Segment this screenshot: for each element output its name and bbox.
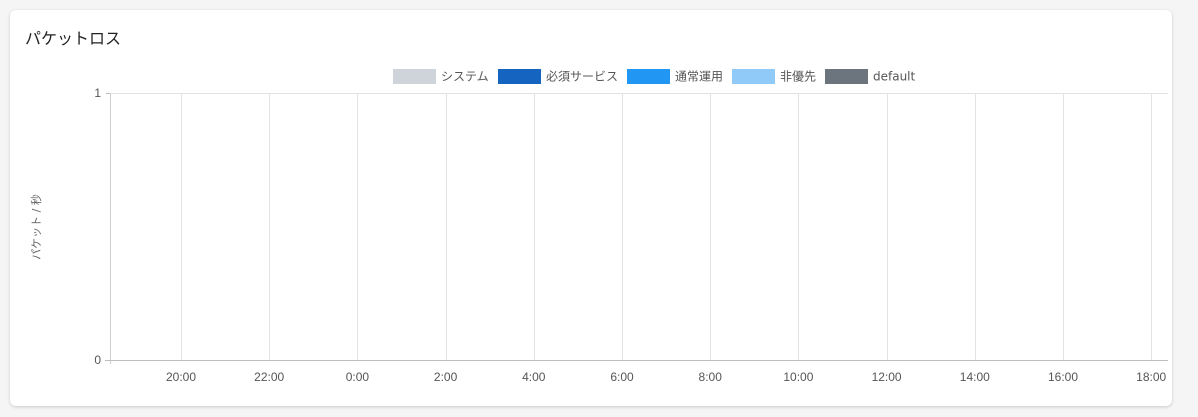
- legend-item[interactable]: 非優先: [732, 69, 816, 84]
- chart-legend[interactable]: システム 必須サービス 通常運用 非優先 default: [393, 69, 916, 84]
- legend-label: default: [873, 70, 916, 84]
- legend-item[interactable]: default: [825, 69, 916, 84]
- y-tick-label: 1: [94, 86, 101, 100]
- x-tick-label: 10:00: [783, 370, 813, 384]
- legend-swatch: [732, 69, 776, 84]
- x-tick-label: 6:00: [610, 370, 634, 384]
- legend-swatch: [627, 69, 671, 84]
- x-tick-label: 16:00: [1048, 370, 1078, 384]
- x-tick-label: 0:00: [346, 370, 370, 384]
- x-tick-label: 12:00: [872, 370, 902, 384]
- legend-item[interactable]: 必須サービス: [498, 69, 618, 84]
- y-tick-label: 0: [94, 353, 101, 367]
- legend-swatch: [825, 69, 869, 84]
- chart-grid: [110, 93, 1168, 360]
- legend-label: 必須サービス: [546, 70, 618, 84]
- x-axis-ticks: 20:00 22:00 0:00 2:00 4:00 6:00 8:00 10:00 12:00…: [166, 370, 1167, 384]
- legend-swatch: [393, 69, 436, 84]
- x-tick-label: 18:00: [1136, 370, 1166, 384]
- packet-loss-card: パケットロス: [10, 10, 1172, 406]
- x-tick-label: 2:00: [434, 370, 458, 384]
- y-axis-ticks: 01: [94, 86, 110, 367]
- y-axis-title: パケット / 秒: [29, 194, 43, 260]
- legend-item[interactable]: システム: [393, 69, 489, 84]
- x-tick-label: 8:00: [699, 370, 723, 384]
- x-tick-label: 14:00: [960, 370, 990, 384]
- card-title: パケットロス: [25, 29, 122, 48]
- legend-label: 通常運用: [675, 70, 723, 84]
- x-tick-label: 22:00: [254, 370, 284, 384]
- x-tick-label: 4:00: [522, 370, 546, 384]
- x-tick-label: 20:00: [166, 370, 196, 384]
- legend-swatch: [498, 69, 542, 84]
- legend-label: システム: [441, 70, 489, 84]
- chart-axes: [105, 93, 1168, 364]
- legend-item[interactable]: 通常運用: [627, 69, 723, 84]
- legend-label: 非優先: [780, 70, 816, 84]
